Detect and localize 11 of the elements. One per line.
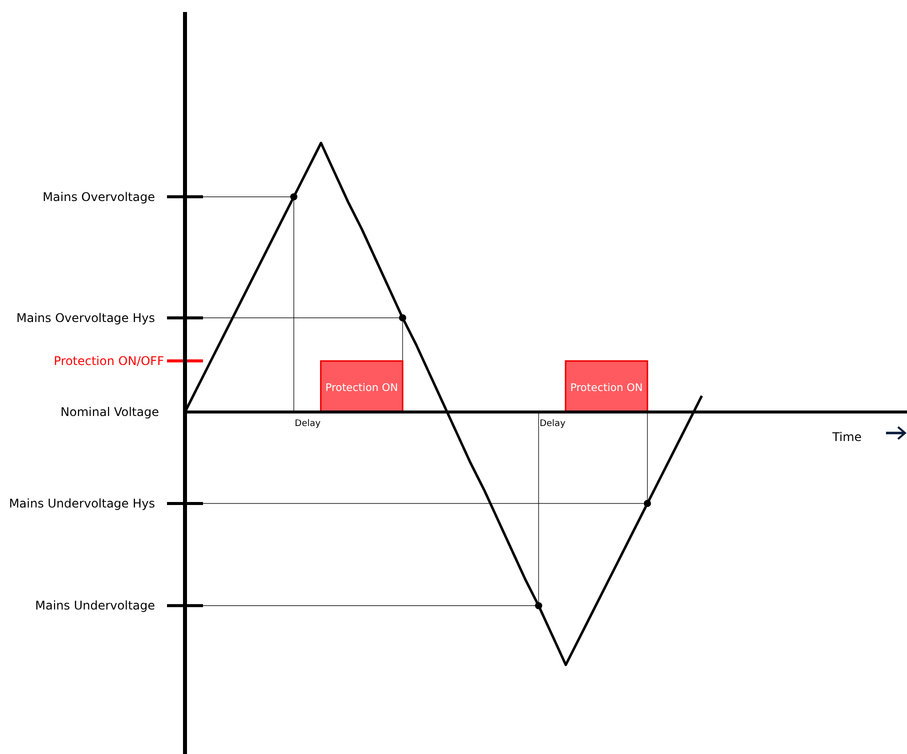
ref-line-label: Protection ON/OFF: [54, 354, 164, 368]
ref-line-label: Nominal Voltage: [60, 405, 159, 419]
ref-line-label: Mains Overvoltage Hys: [16, 310, 155, 325]
annotation: Protection ON: [570, 382, 643, 394]
text: Time: [831, 430, 862, 444]
annotation: Delay: [540, 419, 566, 429]
annotation: Protection ON: [325, 382, 398, 394]
ref-line-label: Mains Overvoltage: [42, 190, 155, 204]
ref-line-label: Mains Undervoltage Hys: [8, 496, 155, 510]
annotation: Delay: [294, 419, 322, 429]
ref-line-label: Mains Undervoltage: [35, 598, 155, 613]
